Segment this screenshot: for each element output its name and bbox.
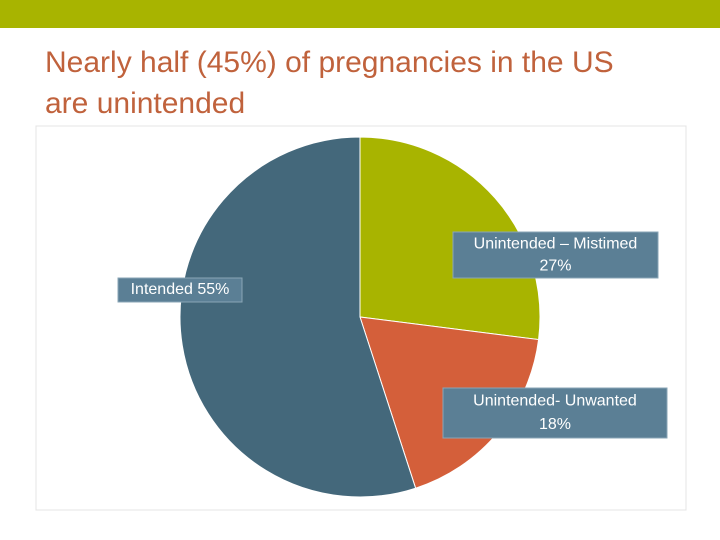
- label-name: Intended: [131, 281, 193, 298]
- label: Intended 55%: [131, 281, 230, 298]
- label-box: [117, 277, 243, 303]
- label-box: [452, 231, 659, 279]
- labels: Unintended – Mistimed 27% Unintended- Unwa…: [117, 231, 668, 439]
- label-name: Unintended- Unwanted: [473, 393, 637, 410]
- label-value: 18%: [539, 416, 571, 433]
- pie-slice: [179, 136, 417, 498]
- label-box: [442, 387, 668, 439]
- pie: [179, 136, 541, 498]
- label-value: 55%: [197, 281, 229, 298]
- pie-slice: [359, 136, 541, 341]
- slide-title: Nearly half (45%) of pregnancies in the …: [45, 46, 614, 120]
- top-bar: [0, 0, 720, 28]
- label-name: Unintended – Mistimed: [474, 236, 638, 253]
- label-value: 27%: [539, 257, 571, 274]
